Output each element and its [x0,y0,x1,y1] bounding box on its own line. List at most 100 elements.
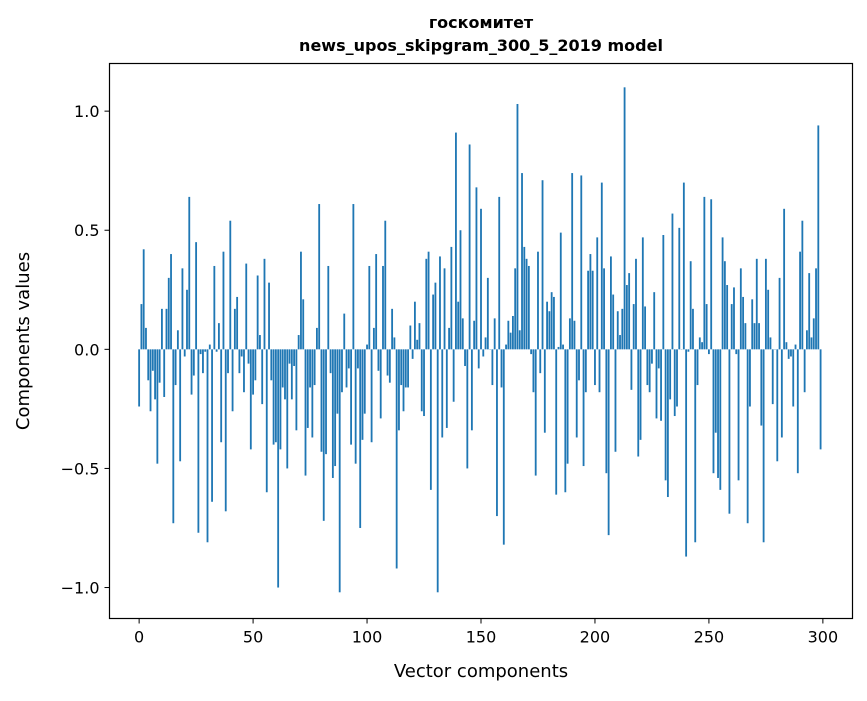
bar-7 [154,349,156,399]
bar-277 [770,337,772,349]
bar-140 [457,302,459,350]
bar-153 [487,278,489,349]
x-tick-label: 300 [808,628,839,647]
bar-200 [594,349,596,385]
bar-242 [690,261,692,349]
bar-167 [519,330,521,349]
bar-141 [460,230,462,349]
bar-160 [503,349,505,544]
bar-251 [710,199,712,349]
bar-252 [713,349,715,473]
bar-215 [628,273,630,349]
bar-150 [480,209,482,350]
bar-16 [175,349,177,385]
bar-123 [419,323,421,349]
bar-122 [416,340,418,350]
bar-218 [635,259,637,350]
bar-292 [804,349,806,392]
y-tick-label: −0.5 [61,459,100,478]
bar-48 [248,349,250,363]
bar-205 [605,349,607,473]
bar-294 [808,273,810,349]
bar-23 [191,349,193,394]
bar-241 [687,349,689,351]
bar-235 [674,349,676,416]
bar-158 [498,197,500,349]
bar-220 [640,349,642,440]
bar-185 [560,233,562,350]
bar-299 [820,349,822,449]
bar-2 [143,249,145,349]
bar-84 [330,349,332,373]
bar-258 [726,285,728,349]
chart-title: госкомитет [429,13,534,32]
bar-111 [391,309,393,349]
bar-55 [264,259,266,350]
bar-49 [250,349,252,449]
bar-255 [719,349,721,490]
bar-144 [466,349,468,468]
bar-77 [314,349,316,385]
bar-73 [305,349,307,475]
bar-224 [649,349,651,392]
bar-182 [553,297,555,349]
bar-57 [268,283,270,350]
bar-187 [564,349,566,492]
bar-219 [637,349,639,456]
bar-204 [603,268,605,349]
bar-283 [783,209,785,350]
bar-189 [569,318,571,349]
bar-286 [790,349,792,356]
bar-149 [478,349,480,368]
bar-136 [448,328,450,349]
bar-139 [455,133,457,350]
bar-285 [788,349,790,359]
bar-13 [168,278,170,349]
bar-52 [257,275,259,349]
bar-163 [510,333,512,350]
x-tick-label: 250 [694,628,725,647]
bar-266 [744,323,746,349]
bar-159 [501,349,503,387]
bar-217 [633,304,635,349]
bar-152 [485,337,487,349]
bar-14 [170,254,172,349]
bar-74 [307,349,309,428]
bar-246 [699,337,701,349]
bar-113 [396,349,398,568]
bar-281 [779,278,781,349]
bar-289 [797,349,799,473]
bar-88 [339,349,341,592]
bar-194 [580,175,582,349]
bar-115 [400,349,402,385]
bar-272 [758,323,760,349]
bar-248 [703,197,705,349]
bar-193 [578,349,580,380]
bar-15 [172,349,174,523]
bar-38 [225,349,227,511]
bar-50 [252,349,254,394]
bar-93 [350,349,352,444]
bar-263 [738,349,740,480]
bar-43 [236,297,238,349]
x-axis-label: Vector components [394,661,568,682]
bar-270 [754,323,756,349]
bar-60 [275,349,277,442]
bar-202 [599,349,601,392]
bar-275 [765,259,767,350]
bar-236 [676,349,678,406]
bar-278 [772,349,774,404]
bar-78 [316,328,318,349]
bar-228 [658,349,660,368]
bar-17 [177,330,179,349]
bar-9 [159,349,161,382]
bar-137 [450,247,452,349]
y-tick-label: 1.0 [74,102,99,121]
bar-186 [562,345,564,350]
bar-39 [227,349,229,373]
bar-156 [494,318,496,349]
bar-257 [724,261,726,349]
bar-53 [259,335,261,349]
